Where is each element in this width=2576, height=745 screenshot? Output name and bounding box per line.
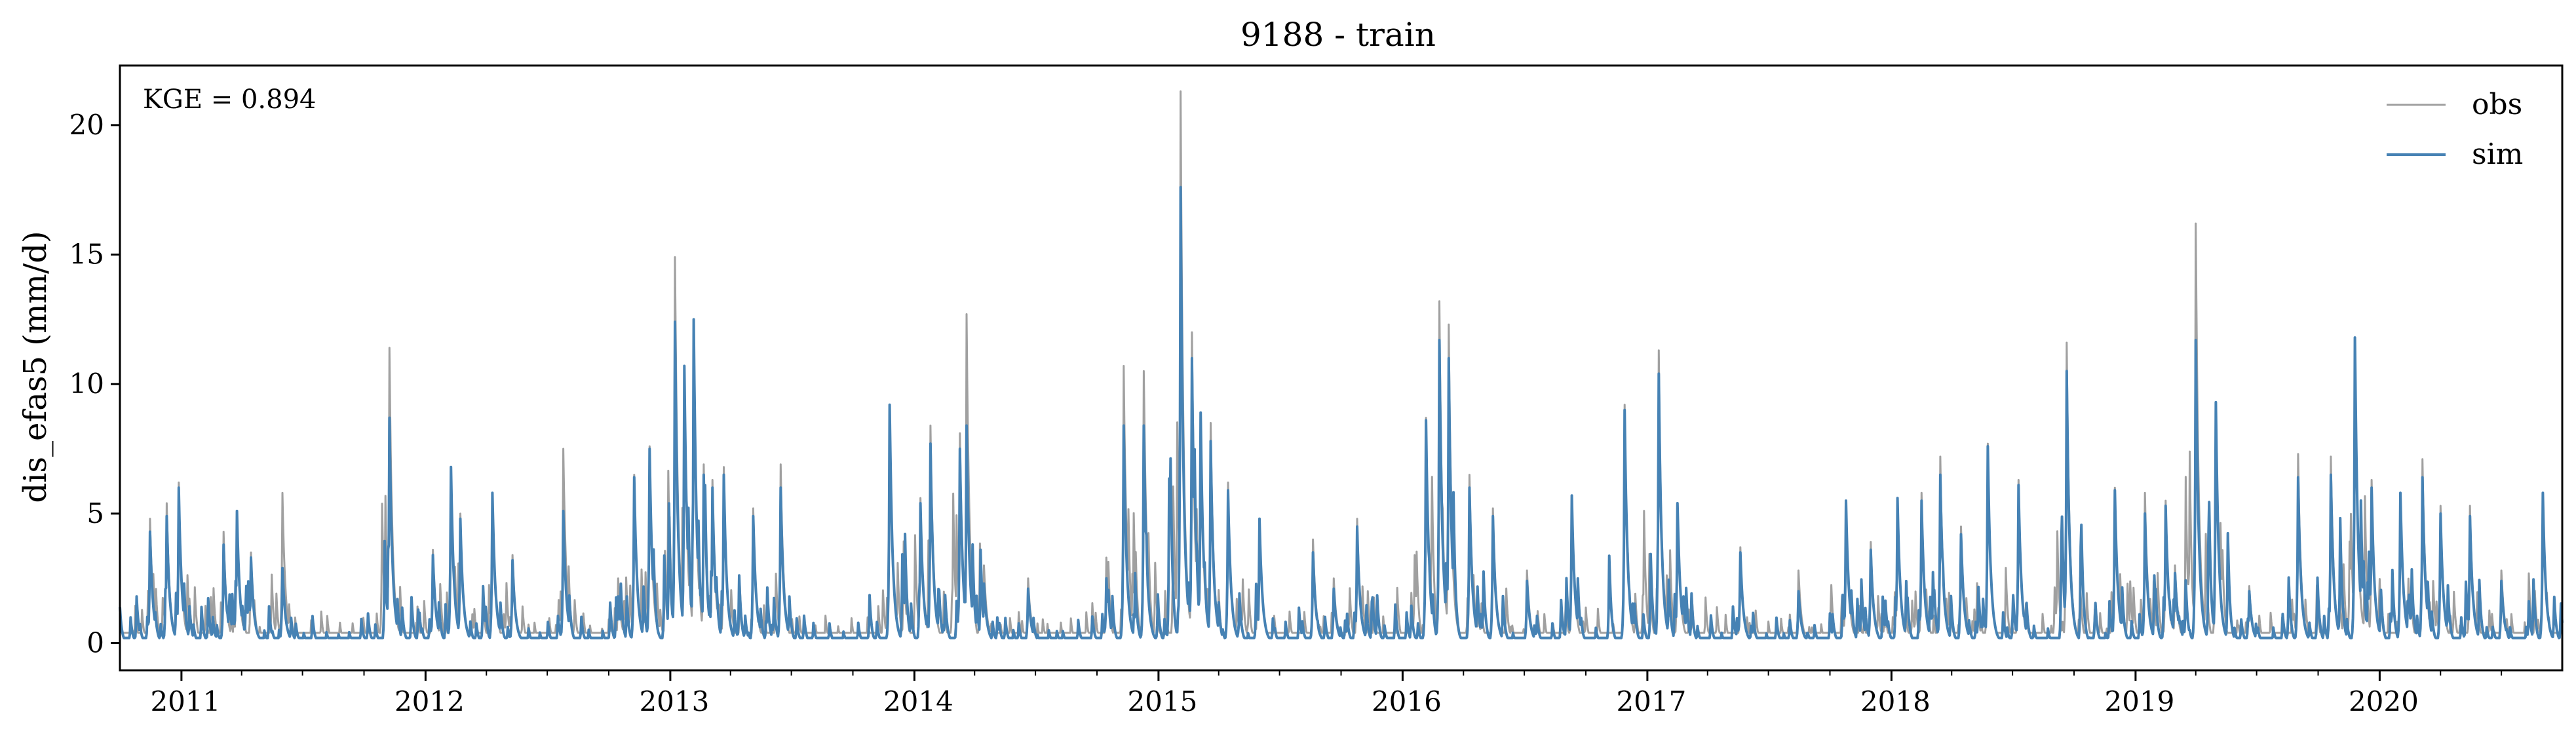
legend: obs sim — [2387, 88, 2523, 171]
y-tick-label: 20 — [69, 109, 104, 141]
series-line-sim — [119, 185, 2564, 640]
y-tick-label: 10 — [69, 368, 104, 400]
axes-layer: 0 5 10 15 20 2011 2012 2013 2014 2015 2016 2017 2018… — [69, 64, 2564, 717]
x-tick-label: 2013 — [639, 685, 709, 717]
y-tick-label: 0 — [87, 626, 104, 659]
x-tick-label: 2020 — [2349, 685, 2419, 717]
kge-annotation: KGE = 0.894 — [143, 85, 317, 115]
x-tick-label: 2018 — [1860, 685, 1931, 717]
legend-label-obs: obs — [2472, 88, 2522, 121]
y-axis-label: dis_efas5 (mm/d) — [17, 231, 54, 503]
x-tick-label: 2015 — [1127, 685, 1197, 717]
x-tick-label: 2011 — [150, 685, 220, 717]
x-tick-label: 2012 — [394, 685, 465, 717]
chart-title: 9188 - train — [1240, 16, 1436, 54]
x-tick-label: 2019 — [2104, 685, 2174, 717]
series-layer — [119, 90, 2564, 640]
x-tick-label: 2014 — [883, 685, 953, 717]
y-tick-label: 5 — [87, 497, 104, 529]
y-tick-label: 15 — [69, 239, 104, 271]
x-tick-label: 2017 — [1616, 685, 1686, 717]
x-tick-label: 2016 — [1372, 685, 1442, 717]
legend-label-sim: sim — [2472, 138, 2523, 171]
